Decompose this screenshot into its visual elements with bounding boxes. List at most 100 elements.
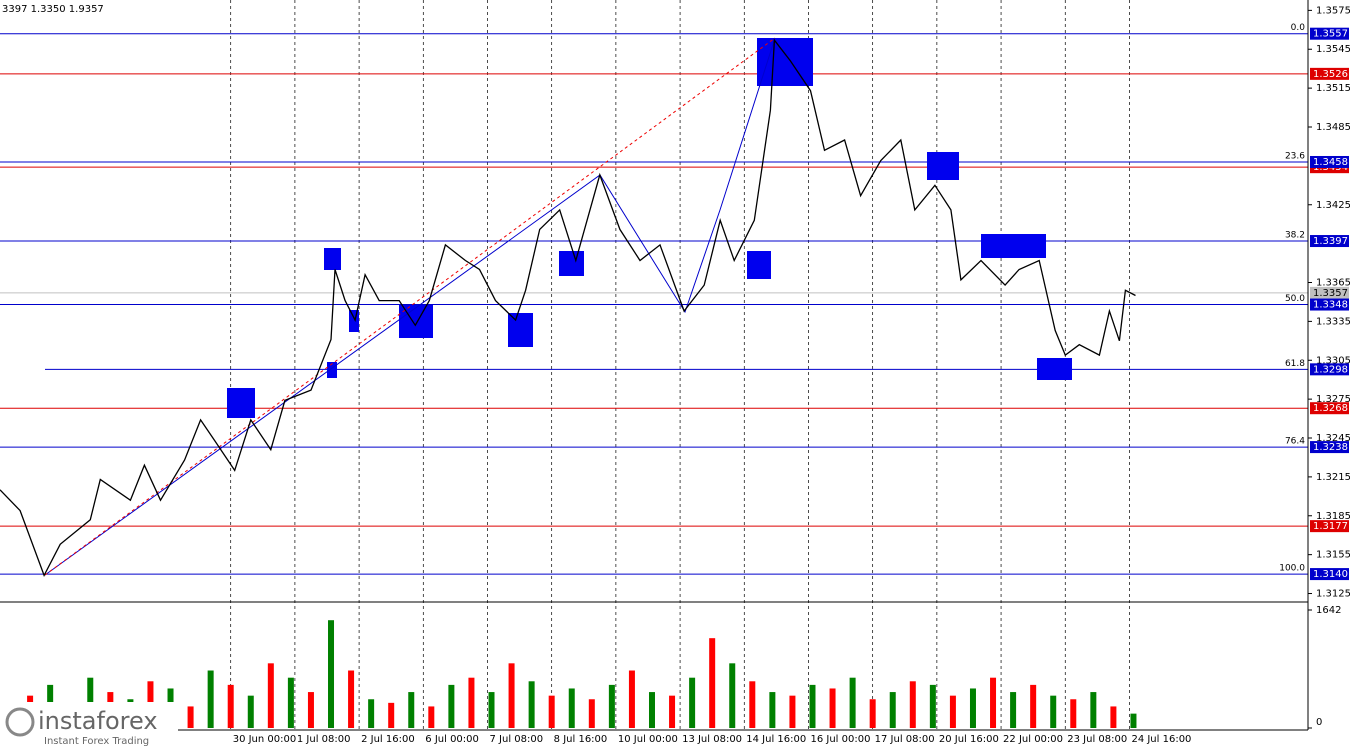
- box: [227, 388, 255, 418]
- volume-bar: [829, 688, 836, 728]
- volume-bar: [468, 677, 475, 728]
- price-tag-label: 1.3348: [1313, 300, 1348, 311]
- volume-tick-label: 1642: [1316, 605, 1341, 616]
- price-tag: [1310, 402, 1349, 415]
- price-tag: [1310, 286, 1349, 299]
- x-tick-label: 1 Jul 08:00: [297, 734, 351, 745]
- volume-bar: [628, 670, 635, 728]
- x-tick-label: 22 Jul 00:00: [1003, 734, 1063, 745]
- x-tick-label: 24 Jul 16:00: [1131, 734, 1191, 745]
- price-line: [0, 38, 1136, 578]
- y-tick-label: 1.3305: [1316, 355, 1350, 366]
- volume-bar: [1110, 706, 1117, 728]
- volume-bar: [368, 699, 375, 728]
- volume-bar: [187, 706, 194, 728]
- x-tick-label: 30 Jun 00:00: [233, 734, 297, 745]
- volume-bar: [388, 702, 395, 728]
- box: [747, 251, 771, 279]
- box: [508, 313, 533, 347]
- volume-bar: [669, 695, 676, 728]
- box: [327, 362, 337, 378]
- y-tick-label: 1.3215: [1316, 472, 1350, 483]
- price-tag: [1310, 298, 1349, 311]
- volume-bar: [990, 677, 997, 728]
- volume-bar: [1070, 699, 1077, 728]
- volume-bar: [508, 663, 515, 728]
- x-tick-label: 7 Jul 08:00: [489, 734, 543, 745]
- x-tick-label: 17 Jul 08:00: [875, 734, 935, 745]
- volume-bar: [287, 677, 294, 728]
- volume-bar: [889, 692, 896, 728]
- volume-bar: [909, 681, 916, 728]
- fib-label: 38.2: [1285, 231, 1305, 241]
- volume-bar: [1090, 692, 1097, 728]
- y-tick-label: 1.3365: [1316, 278, 1350, 289]
- y-tick-label: 1.3125: [1316, 589, 1350, 600]
- price-tag: [1310, 520, 1349, 533]
- volume-bar: [1030, 684, 1037, 728]
- volume-bar: [328, 620, 335, 728]
- price-tag-label: 1.3177: [1313, 521, 1348, 532]
- x-tick-label: 8 Jul 16:00: [554, 734, 608, 745]
- box: [324, 248, 341, 270]
- volume-bar: [348, 670, 355, 728]
- volume-bar: [969, 688, 976, 728]
- volume-tick-label: 0: [1316, 717, 1322, 728]
- volume-bar: [949, 695, 956, 728]
- volume-bar: [689, 677, 696, 728]
- x-tick-label: 14 Jul 16:00: [746, 734, 806, 745]
- tagline: Instant Forex Trading: [44, 736, 149, 747]
- y-tick-label: 1.3485: [1316, 122, 1350, 133]
- price-tag: [1310, 441, 1349, 454]
- volume-bar: [207, 670, 214, 728]
- volume-bar: [809, 684, 816, 728]
- y-tick-label: 1.3245: [1316, 433, 1350, 444]
- volume-bar: [1010, 692, 1017, 728]
- y-tick-label: 1.3155: [1316, 550, 1350, 561]
- x-tick-label: 23 Jul 08:00: [1067, 734, 1127, 745]
- fib-label: 50.0: [1285, 294, 1305, 304]
- x-tick-label: 13 Jul 08:00: [682, 734, 742, 745]
- volume-bar: [267, 663, 274, 728]
- fib-label: 76.4: [1285, 437, 1305, 447]
- price-tag-label: 1.3268: [1313, 403, 1348, 414]
- volume-bar: [749, 681, 756, 728]
- volume-bar: [488, 692, 495, 728]
- volume-bar: [408, 692, 415, 728]
- volume-bar: [1130, 713, 1137, 728]
- box: [1037, 358, 1072, 380]
- y-tick-label: 1.3185: [1316, 511, 1350, 522]
- price-tag-label: 1.3397: [1313, 236, 1348, 247]
- price-tag: [1310, 155, 1349, 168]
- volume-bar: [307, 692, 314, 728]
- price-tag-label: 1.3140: [1313, 569, 1348, 580]
- volume-bar: [448, 684, 455, 728]
- fib-line: [44, 37, 776, 576]
- price-tag: [1310, 67, 1349, 80]
- y-tick-label: 1.3515: [1316, 83, 1350, 94]
- volume-bar: [869, 699, 876, 728]
- volume-bar: [588, 699, 595, 728]
- price-tag-label: 1.3238: [1313, 442, 1348, 453]
- volume-bar: [247, 695, 254, 728]
- y-tick-label: 1.3335: [1316, 316, 1350, 327]
- fib-label: 61.8: [1285, 359, 1305, 369]
- box: [399, 305, 433, 338]
- price-tag: [1310, 27, 1349, 40]
- fib-label: 0.0: [1291, 23, 1306, 33]
- volume-bar: [568, 688, 575, 728]
- box: [927, 152, 959, 180]
- price-tag: [1310, 235, 1349, 248]
- box: [757, 38, 813, 86]
- volume-bar: [769, 692, 776, 728]
- box: [981, 234, 1046, 258]
- price-tag-label: 1.3357: [1313, 288, 1348, 299]
- volume-bar: [929, 684, 936, 728]
- brand: instaforex: [38, 707, 158, 735]
- fib-label: 100.0: [1279, 564, 1305, 574]
- price-tag: [1310, 568, 1349, 581]
- volume-bar: [528, 681, 535, 728]
- volume-bar: [849, 677, 856, 728]
